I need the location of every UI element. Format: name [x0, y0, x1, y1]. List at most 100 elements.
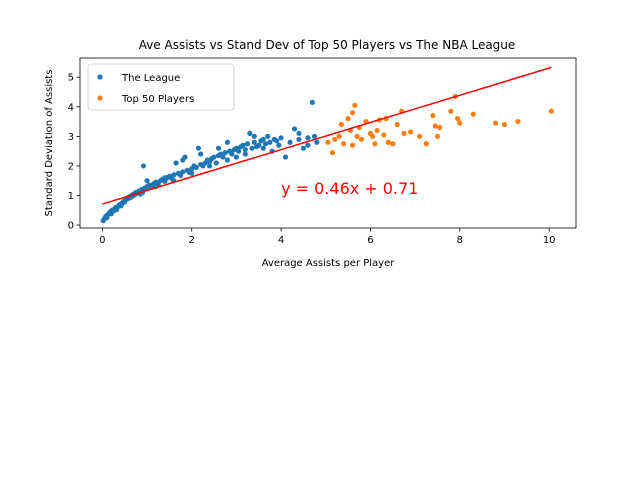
y-tick-label: 1: [68, 191, 74, 202]
data-point: [309, 99, 315, 105]
x-axis-label: Average Assists per Player: [262, 258, 396, 269]
data-point: [247, 130, 253, 136]
data-point: [305, 135, 311, 141]
data-point: [370, 133, 376, 139]
data-point: [329, 150, 336, 156]
data-point: [213, 160, 219, 166]
data-point: [548, 108, 555, 114]
data-point: [300, 145, 307, 151]
data-point: [332, 136, 338, 142]
y-tick-label: 2: [68, 161, 74, 172]
data-point: [492, 120, 499, 126]
data-point: [242, 147, 248, 153]
legend-box: [87, 63, 235, 111]
data-point: [381, 132, 387, 138]
x-tick-label: 8: [457, 235, 463, 246]
annotation-layer: y = 0.46x + 0.71: [281, 179, 418, 198]
data-point: [282, 154, 289, 160]
data-point: [180, 157, 186, 163]
data-point: [296, 130, 302, 136]
data-point: [341, 141, 347, 147]
data-point: [260, 145, 266, 151]
data-point: [242, 151, 248, 157]
data-point: [437, 124, 443, 131]
legend-label: The League: [121, 73, 180, 84]
data-point: [358, 136, 365, 142]
data-point: [193, 164, 199, 170]
data-point: [206, 163, 213, 169]
data-point: [162, 175, 168, 181]
data-point: [240, 142, 246, 148]
data-point: [349, 142, 356, 148]
data-point: [338, 121, 345, 128]
x-tick-label: 10: [543, 235, 556, 246]
data-point: [296, 136, 302, 142]
data-point: [249, 145, 255, 151]
data-point: [448, 108, 454, 114]
data-point: [256, 142, 262, 148]
data-point: [434, 133, 441, 139]
data-point: [501, 121, 508, 128]
series-layer: [100, 93, 555, 224]
data-point: [287, 139, 293, 145]
data-point: [408, 129, 414, 135]
plot-area: 0 2 4 6 8 10 0 1 2 3 4 5 y = 0.46x + 0.71 The Leag…: [68, 57, 577, 246]
data-point: [276, 142, 282, 148]
y-axis: 0 1 2 3 4 5: [68, 73, 80, 232]
data-point: [262, 141, 269, 147]
fit-line-layer: [102, 66, 552, 205]
data-point: [274, 138, 280, 144]
data-point: [394, 121, 400, 128]
data-point: [215, 145, 222, 151]
data-point: [390, 141, 396, 147]
data-point: [189, 170, 195, 176]
legend: The League Top 50 Players: [87, 63, 235, 111]
data-point: [311, 133, 318, 139]
data-point: [224, 157, 231, 163]
data-point: [454, 116, 461, 122]
data-point: [222, 150, 228, 156]
data-point: [229, 151, 235, 157]
data-point: [374, 127, 380, 134]
data-point: [349, 110, 356, 116]
axes-frame: [79, 57, 577, 229]
x-tick-label: 0: [99, 235, 105, 246]
data-point: [140, 163, 147, 169]
x-tick-label: 2: [189, 235, 195, 246]
chart-title: Ave Assists vs Stand Dev of Top 50 Playe…: [139, 38, 516, 52]
data-point: [305, 142, 311, 148]
legend-marker: [97, 95, 103, 101]
x-tick-label: 4: [278, 235, 284, 246]
data-point: [457, 120, 463, 126]
data-point: [372, 141, 378, 147]
data-point: [417, 133, 423, 139]
data-point: [251, 139, 257, 145]
x-axis: 0 2 4 6 8 10: [99, 228, 556, 246]
data-point: [470, 111, 476, 117]
data-point: [198, 151, 204, 157]
data-point: [171, 172, 177, 178]
data-point: [314, 139, 320, 145]
data-point: [291, 126, 298, 132]
data-point: [278, 135, 284, 141]
y-tick-label: 5: [68, 73, 74, 84]
data-point: [515, 118, 521, 125]
data-point: [173, 160, 179, 166]
data-point: [144, 178, 150, 184]
data-point: [236, 148, 242, 154]
data-point: [233, 154, 239, 160]
data-point: [401, 130, 407, 136]
regression-line: [102, 66, 552, 205]
data-point: [336, 133, 342, 139]
y-tick-label: 3: [68, 132, 74, 143]
data-point: [385, 139, 391, 145]
data-point: [180, 169, 186, 175]
data-point: [265, 133, 271, 139]
data-point: [244, 141, 251, 147]
data-point: [195, 145, 202, 151]
x-tick-label: 6: [367, 235, 373, 246]
data-point: [211, 154, 217, 160]
regression-equation: y = 0.46x + 0.71: [281, 179, 418, 198]
data-point: [423, 141, 429, 147]
